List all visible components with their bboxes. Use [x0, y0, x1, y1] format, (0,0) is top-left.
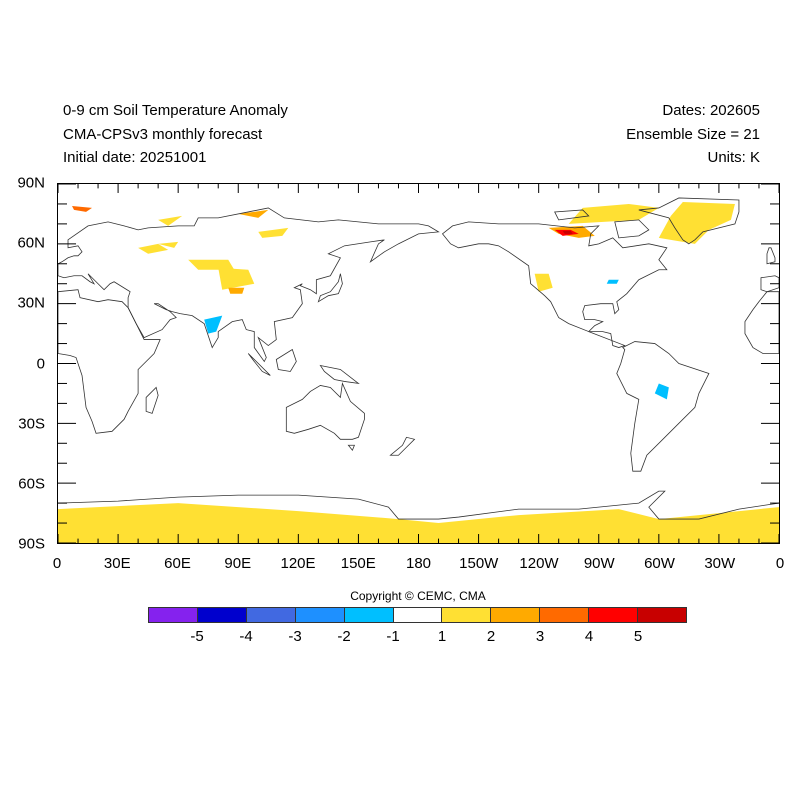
- colorbar-label: 4: [584, 628, 594, 645]
- colorbar-swatch: [149, 608, 198, 622]
- coastline-new-zealand: [390, 437, 414, 455]
- lat-label: 60N: [17, 234, 45, 252]
- title-units: Units: K: [707, 149, 760, 166]
- colorbar-label: -4: [239, 628, 253, 645]
- lon-label: 60E: [164, 555, 191, 572]
- anomaly-patch: [72, 205, 93, 212]
- title-variable: 0-9 cm Soil Temperature Anomaly: [63, 102, 288, 119]
- anomaly-patch: [654, 383, 669, 400]
- colorbar-swatch: [197, 608, 247, 622]
- colorbar-label: -2: [337, 628, 351, 645]
- colorbar: [148, 607, 687, 623]
- anomaly-patch: [606, 279, 619, 284]
- axis-ticks: [58, 184, 779, 543]
- coastline-north-america: [443, 222, 667, 332]
- anomaly-patch: [562, 230, 573, 234]
- lon-label: 0: [775, 555, 785, 572]
- lon-label: 150E: [340, 555, 376, 572]
- colorbar-label: 1: [437, 628, 447, 645]
- coastline-africa-east: [58, 290, 160, 434]
- lat-label: 0: [36, 355, 45, 372]
- anomaly-patch: [188, 259, 235, 270]
- coastline-borneo: [276, 350, 296, 372]
- anomaly-patch: [228, 287, 245, 294]
- lat-label: 30S: [18, 415, 45, 433]
- lat-label: 90N: [17, 174, 45, 192]
- coastline-greenland: [639, 198, 739, 244]
- anomaly-patch: [204, 315, 223, 334]
- anomaly-patch: [658, 201, 735, 244]
- colorbar-swatch: [393, 608, 443, 622]
- colorbar-swatch: [589, 608, 639, 622]
- coastline-japan: [318, 274, 342, 302]
- colorbar-swatch: [491, 608, 541, 622]
- anomaly-patch: [258, 227, 289, 238]
- coastline-africa-west: [745, 292, 779, 354]
- anomaly-patch: [534, 273, 553, 292]
- lon-label: 90E: [224, 555, 252, 572]
- lat-label: 60S: [18, 475, 45, 493]
- colorbar-swatch: [540, 608, 590, 622]
- world-map: [57, 183, 780, 544]
- coastline-new-guinea: [320, 365, 358, 383]
- lon-label: 150W: [459, 555, 499, 572]
- coastline-baffin: [615, 220, 649, 238]
- title-ensemble-size: Ensemble Size = 21: [626, 126, 760, 143]
- lon-label: 60W: [644, 555, 675, 572]
- map-canvas: [58, 184, 779, 543]
- title-model: CMA-CPSv3 monthly forecast: [63, 126, 263, 143]
- anomaly-patch: [238, 209, 269, 218]
- colorbar-label: 2: [486, 628, 496, 645]
- lon-label: 90W: [583, 555, 615, 572]
- colorbar-label: -3: [288, 628, 302, 645]
- colorbar-label: -1: [386, 628, 400, 645]
- copyright-text: Copyright © CEMC, CMA: [350, 589, 486, 603]
- coastline-uk: [767, 248, 775, 264]
- lon-label: 0: [52, 555, 62, 572]
- coastline-antarctica: [58, 491, 779, 519]
- colorbar-swatch: [638, 608, 686, 622]
- colorbar-swatch: [442, 608, 492, 622]
- anomaly-patch: [158, 241, 179, 248]
- lon-label: 30W: [704, 555, 736, 572]
- colorbar-label: 3: [535, 628, 545, 645]
- lon-label: 120W: [519, 555, 559, 572]
- colorbar-swatch: [246, 608, 296, 622]
- anomaly-patch: [218, 267, 255, 290]
- coastline-south-america: [617, 342, 709, 472]
- coastline-central-america: [589, 332, 625, 348]
- coastline-eurasia: [58, 208, 439, 362]
- anomaly-patch: [58, 503, 779, 543]
- colorbar-label: 5: [633, 628, 643, 645]
- coastline-tasmania: [348, 445, 354, 450]
- coastline-sumatra: [248, 354, 270, 376]
- coastline-arctic-islands: [555, 210, 589, 220]
- coastline-iberia: [761, 276, 779, 292]
- colorbar-swatch: [344, 608, 394, 622]
- coastline-australia: [286, 383, 364, 439]
- anomaly-patch: [158, 215, 183, 226]
- anomaly-fields: [58, 201, 779, 543]
- lat-label: 30N: [17, 294, 45, 312]
- title-initial-date: Initial date: 20251001: [63, 149, 207, 166]
- lon-label: 30E: [103, 555, 131, 572]
- colorbar-swatch: [295, 608, 345, 622]
- coastlines: [58, 198, 779, 519]
- anomaly-patch: [568, 203, 659, 224]
- coastline-madagascar: [146, 387, 158, 413]
- lon-label: 120E: [280, 555, 316, 572]
- colorbar-label: -5: [190, 628, 204, 645]
- lat-label: 90S: [18, 535, 45, 553]
- anomaly-patch: [138, 243, 169, 254]
- title-dates: Dates: 202605: [662, 102, 760, 119]
- lon-label: 180: [405, 555, 432, 572]
